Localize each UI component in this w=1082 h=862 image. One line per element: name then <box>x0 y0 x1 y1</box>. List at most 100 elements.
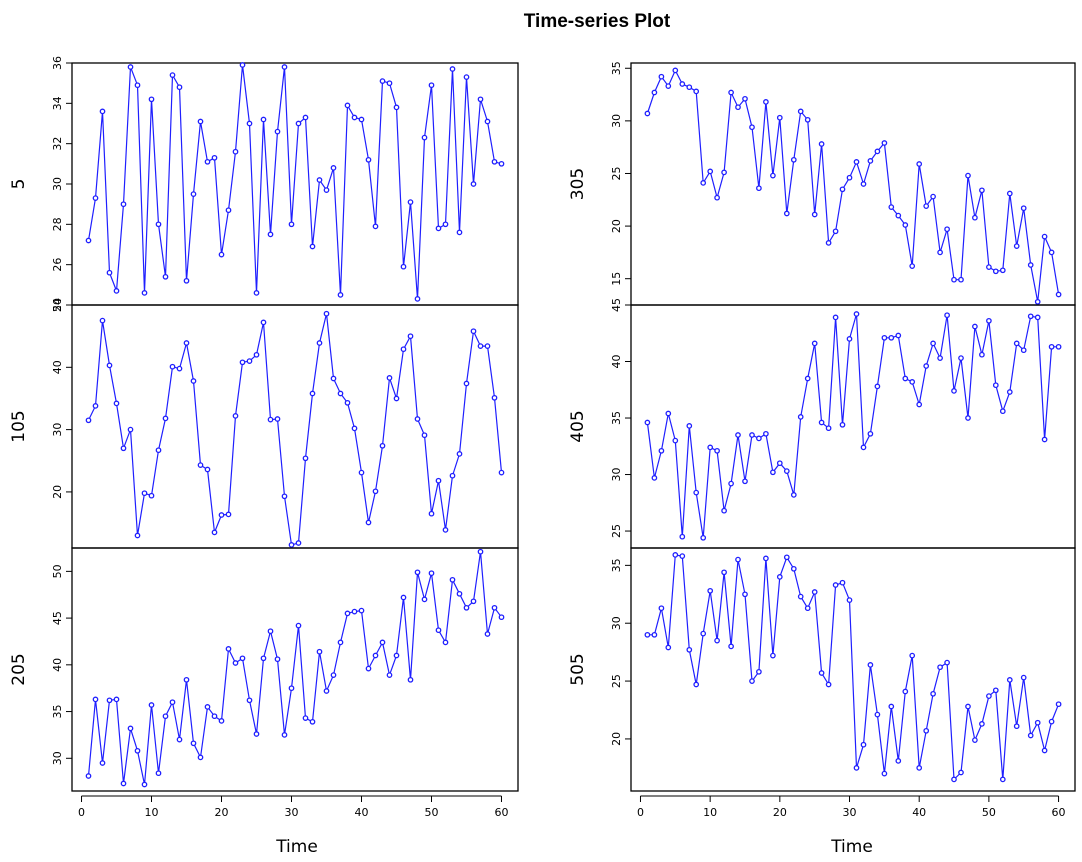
data-point <box>714 637 720 644</box>
data-point <box>930 340 936 347</box>
data-point <box>832 314 839 321</box>
data-point <box>881 334 888 341</box>
data-point <box>693 681 700 688</box>
data-point <box>797 108 804 115</box>
data-point <box>735 432 741 438</box>
data-point <box>811 211 818 218</box>
data-point <box>106 269 113 276</box>
data-point <box>825 240 832 246</box>
data-point <box>470 598 477 605</box>
data-point <box>839 421 846 428</box>
data-point <box>120 445 127 452</box>
data-point <box>456 590 463 597</box>
data-point <box>169 363 176 370</box>
data-point <box>1041 747 1048 754</box>
data-point <box>860 444 867 451</box>
data-point <box>260 116 267 123</box>
data-point <box>846 336 853 342</box>
data-point <box>155 447 162 454</box>
data-point <box>372 488 379 495</box>
data-point <box>393 104 400 111</box>
data-point <box>232 148 239 155</box>
data-point <box>183 277 190 284</box>
data-point <box>491 394 498 401</box>
data-point <box>1006 677 1013 683</box>
data-point <box>260 319 267 326</box>
data-point <box>825 681 832 688</box>
data-point <box>999 267 1006 274</box>
data-point <box>498 160 505 167</box>
data-point <box>1041 436 1048 443</box>
y-tick-label: 35 <box>51 705 64 719</box>
data-point <box>797 593 804 600</box>
y-tick-label: 45 <box>610 298 623 312</box>
y-tick-label: 25 <box>610 524 623 538</box>
data-point <box>274 128 281 135</box>
data-point <box>986 693 992 699</box>
data-point <box>986 264 992 270</box>
data-point <box>853 311 860 317</box>
data-point <box>176 736 183 743</box>
y-tick-label: 40 <box>610 355 623 369</box>
data-point <box>295 540 302 546</box>
data-point <box>944 226 950 233</box>
data-point <box>804 116 811 123</box>
y-tick-label: 20 <box>610 732 623 746</box>
data-point <box>351 608 358 615</box>
data-point <box>197 118 204 125</box>
data-point <box>190 191 197 197</box>
data-point <box>958 276 964 283</box>
data-point <box>484 118 491 125</box>
x-tick-label: 20 <box>773 806 787 819</box>
data-point <box>491 604 498 611</box>
panel-505: 20 25 30 35 505 0 10 20 30 40 50 60 <box>568 547 1076 819</box>
data-point <box>742 478 748 485</box>
data-point <box>428 570 435 577</box>
data-point <box>218 251 225 258</box>
data-point <box>85 773 92 779</box>
data-point <box>92 195 99 201</box>
data-point <box>763 99 769 105</box>
x-tick-label: 50 <box>424 806 438 819</box>
data-point <box>999 408 1006 415</box>
data-point <box>470 328 477 335</box>
panel-105: 20 30 40 50 105 <box>9 298 519 549</box>
data-point <box>721 569 727 576</box>
data-point <box>881 140 888 146</box>
data-point <box>211 713 218 720</box>
data-point <box>832 228 839 235</box>
data-point <box>316 177 323 183</box>
data-point <box>951 276 957 283</box>
data-point <box>309 390 316 397</box>
data-point <box>944 659 950 666</box>
data-point <box>916 765 923 771</box>
data-point <box>783 468 790 474</box>
data-point <box>853 159 860 165</box>
data-point <box>309 718 316 725</box>
data-point <box>365 665 372 672</box>
x-tick-label: 60 <box>494 806 508 819</box>
data-point <box>456 451 463 457</box>
data-point <box>92 696 99 703</box>
data-point <box>776 574 783 580</box>
data-point <box>463 380 470 387</box>
data-point <box>672 67 679 74</box>
data-point <box>428 82 435 89</box>
data-point <box>965 172 971 179</box>
data-point <box>197 462 204 468</box>
data-point <box>944 312 950 319</box>
data-point <box>253 351 260 358</box>
data-point <box>644 631 651 638</box>
x-tick-label: 40 <box>354 806 368 819</box>
data-point <box>776 460 783 467</box>
data-point <box>958 769 964 776</box>
series-line-205 <box>87 551 502 785</box>
x-tick-label: 10 <box>145 806 159 819</box>
data-point <box>477 548 484 555</box>
data-point <box>902 375 909 382</box>
data-point <box>267 416 274 423</box>
data-point <box>951 388 957 394</box>
y-tick-label: 30 <box>51 751 64 765</box>
data-point <box>85 237 92 244</box>
data-point <box>874 711 881 718</box>
